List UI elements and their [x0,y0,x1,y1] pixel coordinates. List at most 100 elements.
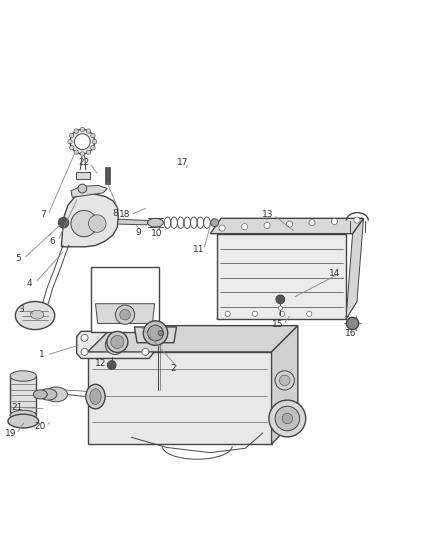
Circle shape [74,129,78,133]
Text: 22: 22 [78,158,90,167]
Text: 21: 21 [11,403,22,412]
Circle shape [107,332,128,352]
Polygon shape [117,219,149,225]
Text: 14: 14 [329,269,341,278]
Polygon shape [134,327,177,343]
Ellipse shape [10,410,36,421]
Circle shape [80,127,85,132]
Ellipse shape [31,310,44,319]
Polygon shape [76,172,90,179]
Circle shape [81,334,88,342]
Text: 7: 7 [40,211,46,219]
Circle shape [86,129,91,133]
Circle shape [346,317,359,329]
Circle shape [286,221,293,227]
Polygon shape [88,326,298,352]
Polygon shape [210,219,364,233]
Circle shape [148,325,163,341]
Circle shape [225,311,230,317]
Text: 10: 10 [151,229,162,238]
Circle shape [158,330,163,336]
Circle shape [107,361,116,369]
Text: 19: 19 [5,429,17,438]
Circle shape [142,349,149,356]
Circle shape [282,413,293,424]
Circle shape [105,335,124,354]
Ellipse shape [86,384,105,409]
Circle shape [264,222,270,229]
Text: 17: 17 [177,158,189,167]
Circle shape [241,224,247,230]
Circle shape [81,349,88,356]
Circle shape [70,133,74,138]
Circle shape [71,211,97,237]
Polygon shape [71,185,107,197]
Circle shape [309,220,315,226]
Text: 5: 5 [15,254,21,263]
Circle shape [91,146,95,150]
Ellipse shape [45,387,67,402]
Text: 6: 6 [49,237,56,246]
Polygon shape [272,326,298,444]
Circle shape [332,219,338,224]
Text: 3: 3 [18,305,24,314]
Ellipse shape [10,371,36,381]
Circle shape [120,310,131,320]
Text: 12: 12 [95,359,106,368]
Text: 9: 9 [135,228,141,237]
Bar [91,268,159,332]
Circle shape [70,130,95,154]
Circle shape [78,184,87,193]
Circle shape [70,146,74,150]
Polygon shape [95,304,155,324]
Circle shape [111,335,124,349]
Polygon shape [61,193,118,247]
Ellipse shape [90,389,101,405]
Text: 18: 18 [119,211,131,219]
Circle shape [91,133,95,138]
Text: 2: 2 [170,364,176,373]
Polygon shape [346,219,364,319]
Bar [10,376,36,415]
Text: 8: 8 [112,208,118,217]
Text: 11: 11 [193,245,204,254]
Circle shape [58,217,69,228]
Circle shape [307,311,312,317]
Circle shape [80,152,85,156]
Circle shape [86,150,91,155]
Text: 16: 16 [345,328,356,337]
Circle shape [68,140,72,144]
Circle shape [275,406,300,431]
Circle shape [74,150,78,155]
Circle shape [143,321,168,345]
Text: 4: 4 [27,279,32,288]
Text: 20: 20 [35,422,46,431]
Bar [105,167,110,184]
Text: 1: 1 [39,351,45,359]
Circle shape [252,311,258,317]
Circle shape [279,375,290,386]
Circle shape [92,140,97,144]
Text: 15: 15 [272,320,284,329]
Circle shape [88,215,106,232]
Polygon shape [217,233,346,319]
Ellipse shape [148,219,163,227]
Circle shape [279,311,285,317]
Ellipse shape [39,389,57,400]
Circle shape [115,305,135,324]
Circle shape [74,134,90,150]
Circle shape [219,225,225,231]
Circle shape [275,371,294,390]
Ellipse shape [8,414,39,428]
Text: 13: 13 [262,211,274,219]
Ellipse shape [33,390,47,399]
Circle shape [278,306,283,310]
Ellipse shape [15,302,55,329]
Polygon shape [88,352,272,444]
Circle shape [211,219,219,227]
Polygon shape [77,332,153,359]
Circle shape [142,334,149,342]
Polygon shape [217,302,357,319]
Circle shape [276,295,285,304]
Circle shape [269,400,306,437]
